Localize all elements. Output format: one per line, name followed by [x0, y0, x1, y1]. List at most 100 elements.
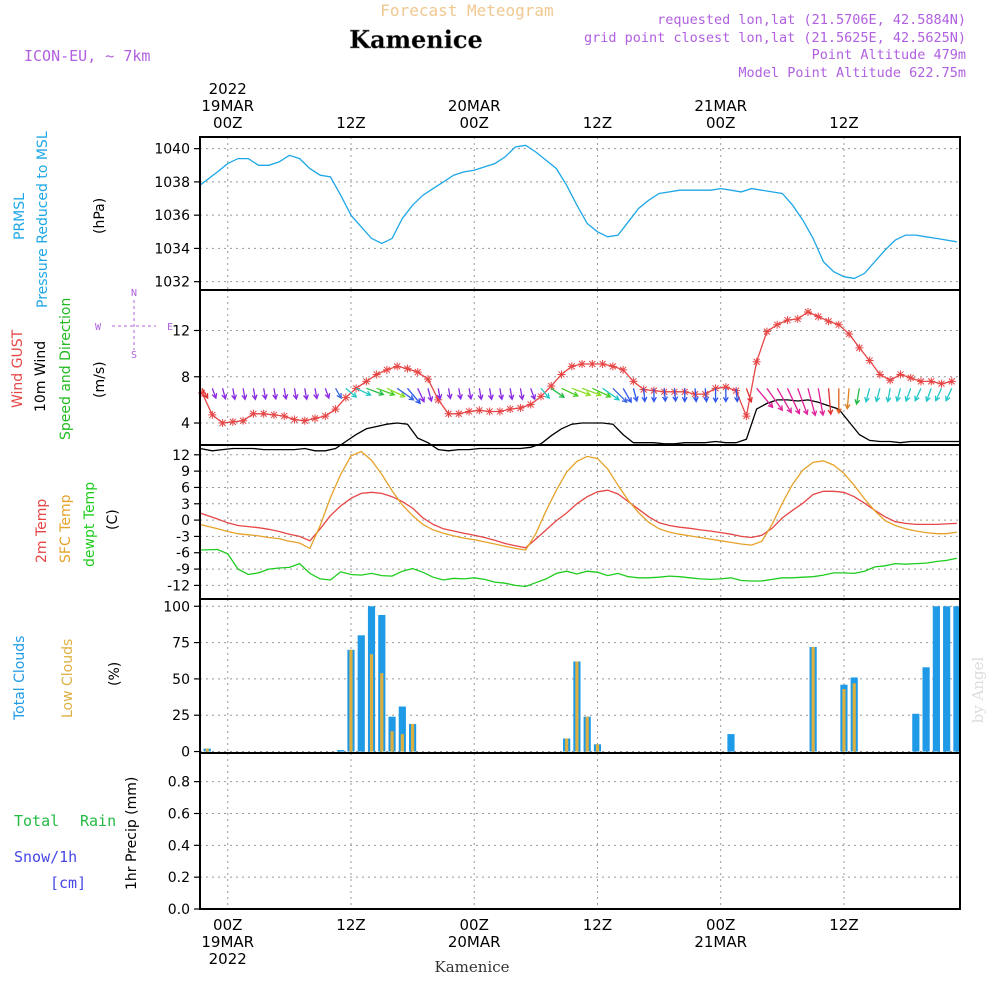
wind-direction-arrow [681, 388, 688, 403]
low-cloud-bar [205, 748, 209, 752]
gust-marker [311, 414, 320, 423]
temp-ytick-label: 9 [181, 464, 190, 480]
wind-direction-arrow [807, 388, 818, 417]
time-label: 12Z [336, 114, 365, 132]
wind-direction-arrow [885, 388, 892, 404]
wind-direction-arrow [335, 387, 342, 400]
wind-direction-arrow [550, 387, 566, 399]
temp-unit: (C) [105, 509, 121, 530]
gust-marker [834, 320, 843, 329]
wind-direction-arrow [376, 387, 396, 397]
gust-marker [619, 365, 628, 374]
gust-marker [588, 360, 597, 369]
wind-direction-arrow [540, 387, 551, 400]
gust-marker [485, 407, 494, 416]
wind-direction-arrow [417, 388, 425, 403]
clouds-ytick-label: 25 [172, 708, 190, 724]
gust-marker [208, 410, 217, 419]
temp-sfc-label: SFC Temp [58, 494, 74, 563]
gust-marker [578, 360, 587, 369]
pressure-label-prmsl: PRMSL [12, 193, 28, 240]
gust-marker [947, 377, 956, 386]
wind-direction-arrow [745, 388, 753, 404]
precip-frame [199, 752, 961, 910]
temp-ytick-label: -3 [176, 529, 190, 545]
gust-marker [434, 395, 443, 404]
gust-marker [218, 419, 227, 428]
temp-ytick-label: -6 [176, 546, 190, 562]
time-label: 00Z [213, 114, 242, 132]
gust-marker [824, 317, 833, 326]
point-altitude: Point Altitude 479m [812, 47, 966, 63]
precip-cm-label: [cm] [50, 874, 86, 892]
gust-marker [495, 407, 504, 416]
low-cloud-bar [400, 734, 404, 752]
wind-direction-arrow [835, 388, 842, 415]
wind-direction-arrow [592, 387, 612, 398]
pressure-ytick-label: 1036 [154, 208, 190, 224]
wind-direction-arrow [945, 388, 953, 402]
gust-marker [814, 312, 823, 321]
total-cloud-bar [943, 606, 951, 752]
wind-frame [199, 289, 961, 446]
low-cloud-bar [595, 744, 600, 752]
wind-direction-arrow [282, 388, 289, 401]
wind-direction-arrow [571, 387, 592, 397]
pressure-unit: (hPa) [92, 198, 108, 234]
2m-temp-line [199, 489, 957, 549]
gust-marker [845, 329, 854, 338]
time-label: 00Z [460, 916, 489, 934]
low-cloud-bar [380, 673, 384, 752]
low-cloud-bar [575, 661, 579, 752]
compass-west: W [95, 322, 102, 333]
wind-direction-arrow [874, 388, 881, 403]
wind-direction-arrow [766, 387, 784, 412]
temp-dew-label: dewpt Temp [82, 482, 98, 567]
wind-direction-arrow [602, 387, 621, 401]
gust-marker [475, 406, 484, 415]
gust-marker [742, 412, 751, 421]
clouds-ytick-label: 50 [172, 672, 190, 688]
wind-direction-arrow [864, 388, 871, 404]
gust-marker [567, 362, 576, 371]
gust-marker [896, 370, 905, 379]
time-label: 20MAR [448, 933, 501, 951]
gust-marker [886, 376, 895, 385]
wind-direction-arrow [581, 387, 603, 397]
temp-ytick-label: 3 [181, 497, 190, 513]
footer-location: Kamenice [435, 958, 510, 976]
wind-direction-arrow [272, 388, 279, 401]
wind-direction-arrow [251, 388, 258, 401]
gust-marker [916, 377, 925, 386]
time-label: 12Z [336, 916, 365, 934]
gust-marker [454, 409, 463, 418]
temp-ytick-label: 6 [181, 480, 190, 496]
gust-marker [855, 343, 864, 352]
gust-marker [352, 384, 361, 393]
gust-marker [773, 320, 782, 329]
precip-snow-label: Snow/1h [14, 848, 77, 866]
low-cloud-bar [852, 683, 856, 752]
temp-2m-label: 2m Temp [34, 499, 50, 563]
precip-unit: 1hr Precip (mm) [124, 777, 140, 890]
wind-direction-arrow [211, 388, 218, 400]
gust-marker [280, 412, 289, 421]
pressure-panel: 1032 1034 1036 1038 1040 [154, 136, 961, 291]
gust-marker [506, 405, 515, 414]
time-label: 21MAR [694, 97, 747, 115]
precip-rain-label: Rain [80, 812, 116, 830]
pressure-label-msl: Pressure Reduced to MSL [35, 131, 51, 308]
wind-direction-arrow [703, 388, 710, 403]
low-cloud-bar [565, 738, 569, 752]
gust-marker [403, 364, 412, 373]
grid-point-coords: grid point closest lon,lat (21.5625E, 42… [584, 30, 966, 46]
low-cloud-bar [842, 689, 846, 752]
gust-marker [762, 327, 771, 336]
wind-direction-arrow [827, 388, 834, 416]
low-cloud-bar [585, 716, 589, 752]
temp-ytick-label: 0 [181, 513, 190, 529]
wind-direction-arrow [786, 388, 801, 415]
wind-direction-arrow [530, 388, 537, 401]
precip-ytick-label: 0.0 [168, 902, 190, 918]
